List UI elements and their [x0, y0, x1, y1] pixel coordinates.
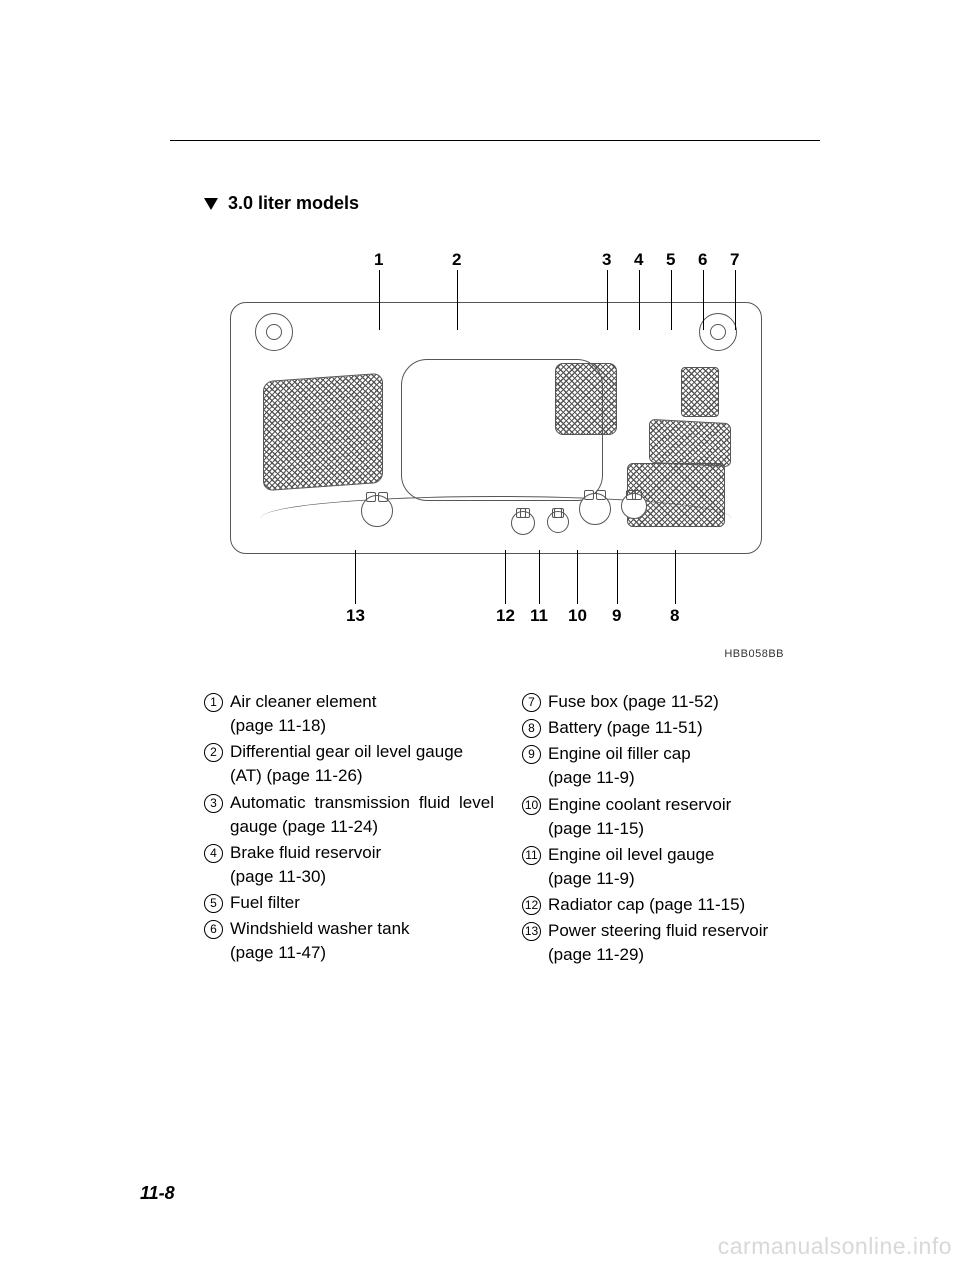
legend-text: Automatic transmission fluid level gauge…	[230, 791, 494, 839]
callout-label-top: 1	[374, 250, 383, 270]
legend-bullet: 7	[522, 690, 548, 714]
callout-label-bottom: 9	[612, 606, 621, 626]
page-number: 11-8	[140, 1183, 175, 1204]
top-rule	[170, 140, 820, 141]
legend-item: 10Engine coolant reservoir(page 11-15)	[522, 793, 812, 841]
legend-bullet: 9	[522, 742, 548, 790]
hood-line	[230, 302, 762, 348]
section-heading: 3.0 liter models	[204, 193, 820, 214]
leader-line	[379, 270, 380, 330]
legend-text: Radiator cap (page 11-15)	[548, 893, 812, 917]
callout-label-bottom: 8	[670, 606, 679, 626]
legend-bullet: 5	[204, 891, 230, 915]
air-cleaner-box	[263, 373, 383, 491]
callout-label-top: 7	[730, 250, 739, 270]
engine-diagram: 1234567 1312111098	[210, 250, 780, 630]
legend-text: Windshield washer tank(page 11-47)	[230, 917, 494, 965]
cap-11	[547, 511, 569, 533]
callout-label-bottom: 11	[530, 606, 548, 626]
legend-item: 8Battery (page 11-51)	[522, 716, 812, 740]
legend-bullet: 13	[522, 919, 548, 967]
legend-item: 3Automatic transmission fluid level gaug…	[204, 791, 494, 839]
leader-line	[671, 270, 672, 330]
strut-tower-right	[699, 313, 737, 351]
legend-item: 1Air cleaner element(page 11-18)	[204, 690, 494, 738]
callout-label-top: 6	[698, 250, 707, 270]
legend-text: Brake fluid reservoir(page 11-30)	[230, 841, 494, 889]
legend-bullet: 4	[204, 841, 230, 889]
legend-text: Engine oil level gauge(page 11-9)	[548, 843, 812, 891]
legend-item: 6Windshield washer tank(page 11-47)	[204, 917, 494, 965]
legend-bullet: 6	[204, 917, 230, 965]
legend-bullet: 8	[522, 716, 548, 740]
callout-label-top: 2	[452, 250, 461, 270]
leader-line	[639, 270, 640, 330]
legend-lists: 1Air cleaner element(page 11-18)2Differe…	[170, 690, 820, 969]
leader-line	[607, 270, 608, 330]
leader-line	[457, 270, 458, 330]
legend-text: Engine coolant reservoir(page 11-15)	[548, 793, 812, 841]
legend-bullet: 1	[204, 690, 230, 738]
callout-label-top: 4	[634, 250, 643, 270]
cap-10	[579, 493, 611, 525]
fuel-filter-box	[555, 363, 617, 435]
watermark: carmanualsonline.info	[718, 1233, 952, 1260]
cap-9	[621, 493, 647, 519]
leader-line	[355, 550, 356, 604]
legend-text: Differential gear oil level gauge (AT) (…	[230, 740, 494, 788]
legend-item: 5Fuel filter	[204, 891, 494, 915]
heading-text: 3.0 liter models	[228, 193, 359, 213]
legend-bullet: 2	[204, 740, 230, 788]
strut-tower-left	[255, 313, 293, 351]
legend-text: Power steering fluid reservoir (page 11-…	[548, 919, 812, 967]
leader-line	[617, 550, 618, 604]
engine-bay-outline	[230, 302, 762, 554]
callout-label-top: 3	[602, 250, 611, 270]
callout-label-bottom: 13	[346, 606, 365, 626]
callout-label-top: 5	[666, 250, 675, 270]
leader-line	[675, 550, 676, 604]
legend-column-right: 7Fuse box (page 11-52)8Battery (page 11-…	[522, 690, 812, 969]
legend-text: Fuel filter	[230, 891, 494, 915]
legend-item: 12Radiator cap (page 11-15)	[522, 893, 812, 917]
callout-label-bottom: 12	[496, 606, 515, 626]
legend-bullet: 3	[204, 791, 230, 839]
legend-text: Battery (page 11-51)	[548, 716, 812, 740]
leader-line	[577, 550, 578, 604]
lower-shelf	[261, 496, 731, 539]
legend-text: Fuse box (page 11-52)	[548, 690, 812, 714]
legend-text: Air cleaner element(page 11-18)	[230, 690, 494, 738]
legend-item: 9Engine oil filler cap(page 11-9)	[522, 742, 812, 790]
leader-line	[703, 270, 704, 330]
leader-line	[539, 550, 540, 604]
legend-item: 4Brake fluid reservoir(page 11-30)	[204, 841, 494, 889]
cap-13	[361, 495, 393, 527]
leader-line	[505, 550, 506, 604]
cap-12	[511, 511, 535, 535]
legend-column-left: 1Air cleaner element(page 11-18)2Differe…	[204, 690, 494, 969]
figure-code: HBB058BB	[170, 648, 784, 660]
legend-item: 11Engine oil level gauge(page 11-9)	[522, 843, 812, 891]
manual-page: 3.0 liter models 1234567 1312111098 HBB0…	[0, 0, 960, 1268]
legend-item: 13Power steering fluid reservoir (page 1…	[522, 919, 812, 967]
legend-item: 2Differential gear oil level gauge (AT) …	[204, 740, 494, 788]
fuse-box	[649, 419, 731, 467]
callout-label-bottom: 10	[568, 606, 587, 626]
legend-item: 7Fuse box (page 11-52)	[522, 690, 812, 714]
legend-bullet: 11	[522, 843, 548, 891]
legend-text: Engine oil filler cap(page 11-9)	[548, 742, 812, 790]
washer-tank-box	[681, 367, 719, 417]
legend-bullet: 10	[522, 793, 548, 841]
leader-line	[735, 270, 736, 330]
triangle-down-icon	[204, 198, 218, 210]
legend-bullet: 12	[522, 893, 548, 917]
